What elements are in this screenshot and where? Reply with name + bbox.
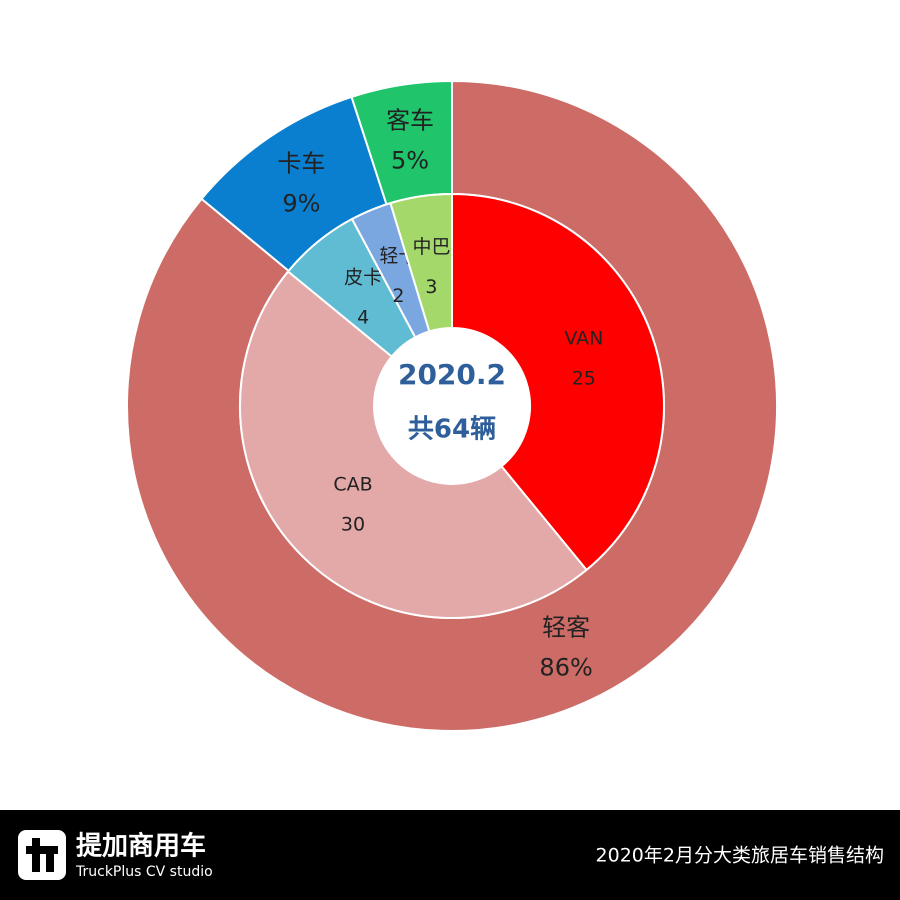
outer-label: 客车 <box>386 106 434 134</box>
brand: 提加商用车 <box>76 831 206 862</box>
center-title: 2020.2 <box>398 358 506 391</box>
brand-en: TruckPlus CV studio <box>75 864 213 880</box>
outer-value: 9% <box>282 189 320 217</box>
outer-label: 卡车 <box>277 149 325 177</box>
inner-label: CAB <box>333 473 372 495</box>
inner-label: 皮卡 <box>344 266 382 288</box>
footer-bar <box>0 810 900 900</box>
inner-value: 30 <box>341 513 365 535</box>
inner-slice <box>239 270 588 619</box>
inner-value: 25 <box>572 367 596 389</box>
outer-label: 轻客 <box>542 613 590 641</box>
inner-value: 4 <box>357 306 369 328</box>
outer-value: 5% <box>391 146 429 174</box>
inner-value: 3 <box>425 276 437 298</box>
inner-slice <box>451 192 665 572</box>
inner-label: VAN <box>564 327 603 349</box>
logo-icon <box>18 830 66 880</box>
inner-value: 2 <box>392 285 404 307</box>
caption: 2020年2月分大类旅居车销售结构 <box>596 845 884 867</box>
center-total: 共64辆 <box>408 415 496 445</box>
inner-slice <box>389 192 453 333</box>
inner-label: 中巴 <box>412 236 450 258</box>
outer-value: 86% <box>539 653 592 681</box>
